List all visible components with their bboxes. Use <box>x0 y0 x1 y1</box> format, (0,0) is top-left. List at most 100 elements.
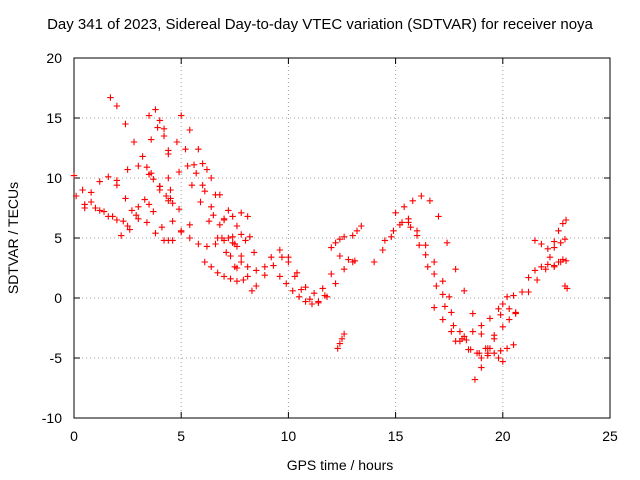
data-point <box>72 192 80 200</box>
data-point <box>465 346 472 353</box>
data-point <box>484 352 491 359</box>
data-point <box>562 257 570 264</box>
x-tick-label: 20 <box>495 428 511 444</box>
data-point <box>478 364 485 371</box>
data-point <box>531 237 539 244</box>
data-point <box>415 242 423 249</box>
data-point <box>439 278 446 285</box>
data-series <box>199 160 258 256</box>
data-point <box>448 328 455 335</box>
data-point <box>506 316 513 323</box>
data-point <box>555 227 562 234</box>
x-tick-label: 0 <box>70 428 78 444</box>
data-point <box>499 323 506 330</box>
x-tick-label: 5 <box>177 428 185 444</box>
data-point <box>122 120 129 128</box>
data-point <box>117 232 125 239</box>
data-point <box>178 112 185 119</box>
data-point <box>531 267 539 274</box>
data-point <box>135 215 142 222</box>
data-series <box>392 192 506 365</box>
data-point <box>175 168 183 176</box>
data-series <box>81 173 136 214</box>
data-point <box>332 239 339 246</box>
data-point <box>418 192 425 200</box>
data-point <box>233 278 241 285</box>
data-point <box>227 275 234 282</box>
data-point <box>430 270 438 278</box>
data-point <box>398 219 406 226</box>
data-series <box>405 215 453 300</box>
data-point <box>143 219 151 226</box>
data-point <box>261 272 269 279</box>
data-series <box>478 341 517 362</box>
data-series <box>188 182 256 294</box>
data-point <box>201 188 208 195</box>
data-point <box>244 263 251 270</box>
data-series <box>201 258 241 285</box>
data-point <box>495 354 502 362</box>
data-point <box>463 336 470 344</box>
data-point <box>448 309 455 316</box>
data-point <box>503 345 511 352</box>
data-series <box>531 236 569 252</box>
data-point <box>130 138 138 146</box>
data-point <box>381 237 389 244</box>
data-point <box>150 208 157 215</box>
data-point <box>340 266 348 273</box>
data-point <box>336 340 344 347</box>
data-point <box>310 290 318 297</box>
data-point <box>154 124 161 131</box>
data-point <box>199 160 206 167</box>
data-point <box>497 347 504 354</box>
data-point <box>178 228 185 236</box>
data-point <box>175 206 183 213</box>
data-point <box>555 258 562 266</box>
data-point <box>122 195 129 202</box>
data-point <box>491 350 498 357</box>
data-point <box>186 126 193 134</box>
data-point <box>240 276 247 284</box>
data-point <box>499 300 506 308</box>
data-point <box>559 220 567 227</box>
data-point <box>422 242 429 249</box>
data-series <box>334 330 348 352</box>
data-point <box>409 197 416 204</box>
data-point <box>510 341 517 348</box>
data-point <box>160 132 168 140</box>
data-point <box>70 172 78 179</box>
data-point <box>173 138 181 146</box>
data-point <box>208 263 215 270</box>
data-series <box>165 138 241 250</box>
data-point <box>195 240 202 248</box>
data-point <box>562 216 570 224</box>
data-point <box>306 296 314 303</box>
data-point <box>461 287 468 294</box>
data-point <box>544 261 552 268</box>
grid-lines <box>74 58 610 418</box>
data-point <box>334 345 341 352</box>
data-series <box>452 305 502 345</box>
data-point <box>390 227 397 234</box>
data-point <box>340 233 348 240</box>
data-point <box>167 195 174 202</box>
data-point <box>135 203 142 210</box>
data-point <box>169 218 176 225</box>
data-point <box>152 106 159 113</box>
data-point <box>319 285 326 292</box>
data-point <box>81 204 88 212</box>
data-point <box>478 354 485 362</box>
data-point <box>495 305 502 312</box>
data-point <box>336 236 344 243</box>
data-point <box>293 269 301 276</box>
data-series <box>231 240 344 297</box>
data-point <box>195 146 202 153</box>
data-point <box>510 292 517 299</box>
data-point <box>407 224 414 231</box>
data-point <box>261 263 269 270</box>
data-point <box>295 293 303 300</box>
data-point <box>491 332 498 339</box>
data-point <box>340 330 348 338</box>
data-point <box>336 252 344 260</box>
data-point <box>497 311 504 318</box>
